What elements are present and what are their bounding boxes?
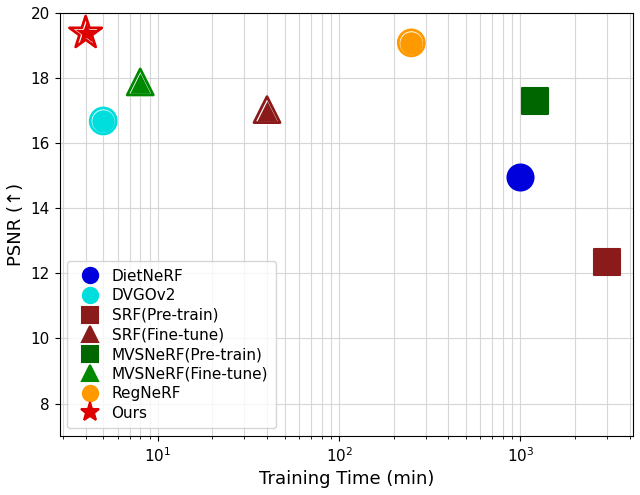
Point xyxy=(406,39,417,47)
Point xyxy=(98,117,108,125)
Point xyxy=(515,173,525,181)
Point xyxy=(262,105,272,113)
X-axis label: Training Time (min): Training Time (min) xyxy=(259,470,434,488)
Point xyxy=(530,98,540,105)
Point xyxy=(602,258,612,266)
Point xyxy=(406,39,417,47)
Y-axis label: PSNR (↑): PSNR (↑) xyxy=(7,183,25,266)
Point xyxy=(98,117,108,125)
Legend: DietNeRF, DVGOv2, SRF(Pre-train), SRF(Fine-tune), MVSNeRF(Pre-train), MVSNeRF(Fi: DietNeRF, DVGOv2, SRF(Pre-train), SRF(Fi… xyxy=(67,261,276,429)
Point xyxy=(262,105,272,113)
Point xyxy=(81,29,91,37)
Point xyxy=(135,78,145,86)
Point xyxy=(135,78,145,86)
Point xyxy=(81,29,91,37)
